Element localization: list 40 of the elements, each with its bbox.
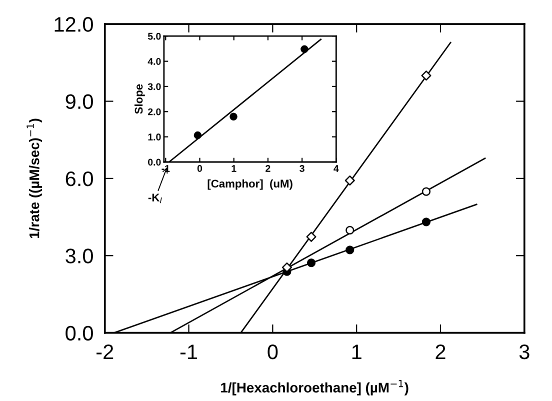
x-tick-label: 4 bbox=[334, 165, 339, 172]
x-axis-title: [Camphor] (uM) bbox=[208, 179, 292, 190]
y-tick-label: 3.0 bbox=[66, 248, 93, 264]
x-tick-label: 0 bbox=[197, 165, 202, 172]
annotation: -K$_{I}$ bbox=[148, 194, 162, 204]
y-tick-label: 1.0 bbox=[148, 134, 161, 140]
x-tick-label: 2 bbox=[436, 344, 446, 360]
point bbox=[306, 232, 316, 242]
x-axis-title: 1/[Hexachloroethane] (µM$^{−1}$) bbox=[221, 380, 408, 396]
point bbox=[230, 112, 238, 121]
y-tick-label: 3.0 bbox=[148, 83, 161, 90]
y-tick-label: 9.0 bbox=[66, 94, 93, 110]
x-tick-label: -2 bbox=[96, 344, 114, 360]
point bbox=[422, 187, 431, 196]
y-axis-title: 1/rate ((µM/sec)$^{−1}$) bbox=[26, 118, 42, 238]
y-tick-label: 4.0 bbox=[148, 58, 161, 65]
point bbox=[346, 246, 354, 254]
point bbox=[421, 70, 432, 81]
x-tick-label: -1 bbox=[180, 344, 198, 360]
point bbox=[344, 175, 355, 186]
point bbox=[194, 131, 202, 140]
point bbox=[422, 218, 431, 226]
y-tick-label: 0.0 bbox=[148, 158, 161, 166]
point bbox=[282, 262, 292, 272]
point bbox=[306, 258, 316, 268]
y-tick-label: 5.0 bbox=[148, 32, 161, 40]
y-tick-label: 6.0 bbox=[66, 171, 93, 186]
x-tick-label: 2 bbox=[266, 165, 270, 172]
point bbox=[346, 226, 354, 234]
y-tick-label: 12.0 bbox=[54, 17, 93, 32]
x-tick-label: 1 bbox=[352, 344, 362, 360]
y-axis-title: Slope bbox=[134, 84, 145, 114]
x-tick-label: 3 bbox=[300, 165, 304, 172]
y-tick-label: 2.0 bbox=[148, 108, 161, 116]
x-tick-label: 3 bbox=[519, 344, 530, 360]
x-tick-label: -1 bbox=[162, 165, 170, 172]
point bbox=[300, 45, 308, 54]
y-tick-label: 0.0 bbox=[66, 326, 93, 341]
x-tick-label: 0 bbox=[268, 344, 278, 360]
x-tick-label: 1 bbox=[232, 165, 236, 172]
